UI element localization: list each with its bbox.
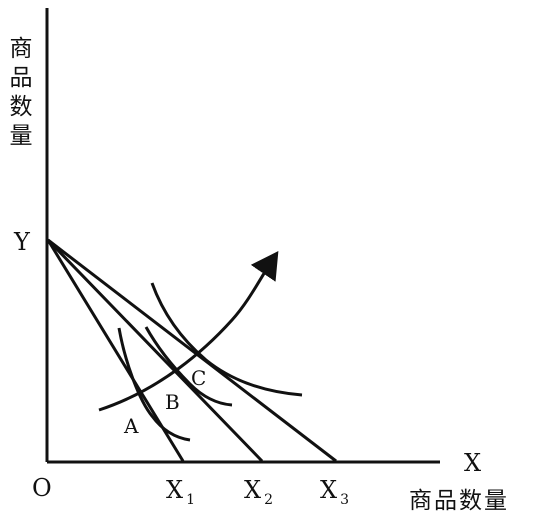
- x2-name: X: [244, 476, 262, 504]
- x-symbol: X: [464, 449, 482, 477]
- x-axis-label: 商品数量: [409, 488, 509, 514]
- x1-subscript: 1: [186, 492, 196, 508]
- x1-name: X: [166, 476, 184, 504]
- budget-line-x3: [47, 238, 337, 463]
- origin-label: O: [32, 474, 52, 502]
- point-a-label: A: [124, 414, 139, 438]
- y-axis-label: 商品数量: [5, 36, 31, 152]
- x3-name: X: [320, 476, 338, 504]
- expansion-path: [98, 251, 279, 412]
- budget-line-x2: [46, 238, 264, 463]
- point-b-label: B: [165, 390, 180, 414]
- x3-subscript: 3: [340, 492, 350, 508]
- x2-subscript: 2: [264, 492, 274, 508]
- indifference-curve-b: [144, 326, 233, 407]
- indifference-curve-a: [117, 327, 191, 442]
- indifference-curve-c: [150, 282, 303, 397]
- point-c-label: C: [191, 366, 207, 390]
- y-symbol: Y: [14, 228, 30, 256]
